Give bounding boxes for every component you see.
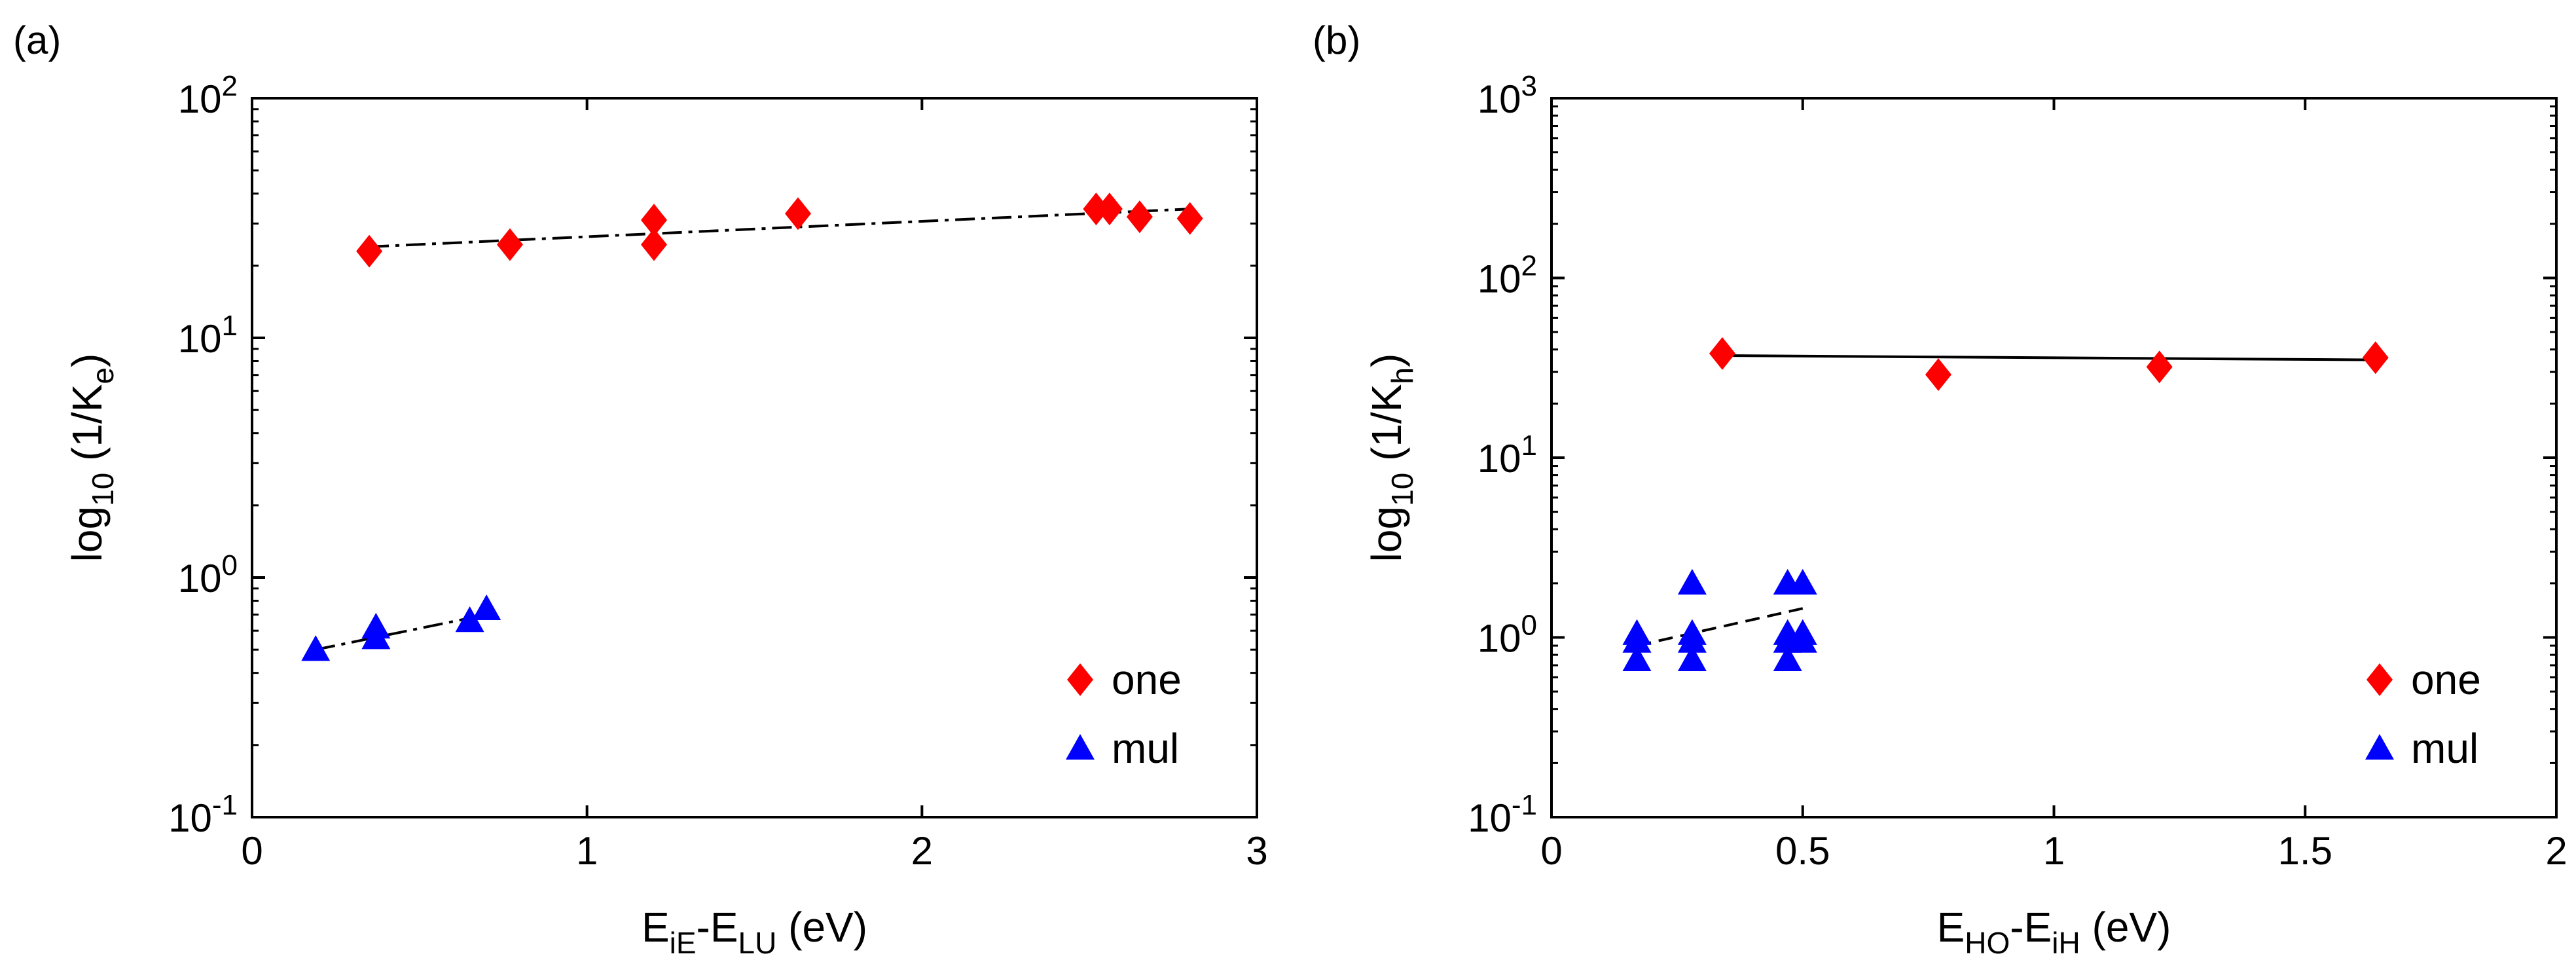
data-point-mul bbox=[1788, 619, 1817, 645]
x-axis-title: EHO-EiH (eV) bbox=[1937, 904, 2171, 960]
y-tick-label: 10-1 bbox=[168, 789, 238, 840]
data-point-mul bbox=[455, 606, 484, 633]
y-tick-label: 101 bbox=[178, 310, 238, 361]
x-axis-title: EiE-ELU (eV) bbox=[642, 904, 867, 960]
y-tick-label: 103 bbox=[1478, 70, 1537, 121]
legend-marker-mul bbox=[1066, 734, 1095, 760]
panel-label: (a) bbox=[13, 18, 61, 62]
y-tick-label: 100 bbox=[178, 549, 238, 600]
fit-line-one-fit bbox=[369, 208, 1190, 248]
data-point-one bbox=[785, 197, 812, 230]
x-tick-label: 2 bbox=[2545, 829, 2567, 873]
data-point-one bbox=[1176, 202, 1203, 235]
x-tick-label: 1.5 bbox=[2278, 829, 2332, 873]
y-tick-label: 102 bbox=[1478, 250, 1537, 301]
axes-frame bbox=[251, 97, 1258, 818]
x-tick-label: 3 bbox=[1246, 829, 1267, 873]
x-tick-label: 0 bbox=[241, 829, 263, 873]
legend-marker-one bbox=[1067, 663, 1093, 696]
chart-panel-b: (b) 0 0.5 1 1.5 2 10-1 100 101 102 103 EHO-EiH (eV)… bbox=[1313, 18, 2567, 960]
data-point-one bbox=[2146, 350, 2173, 384]
data-point-one bbox=[641, 204, 667, 237]
data-point-mul bbox=[472, 594, 501, 621]
y-axis-title: log10 (1/Kh) bbox=[1363, 354, 1419, 562]
fit-line-one-fit bbox=[1722, 354, 2376, 361]
data-point-one bbox=[1096, 193, 1123, 226]
data-point-one bbox=[496, 228, 523, 261]
legend-marker-mul bbox=[2365, 734, 2394, 760]
y-tick-label: 102 bbox=[178, 70, 238, 121]
y-tick-label: 100 bbox=[1478, 610, 1537, 661]
data-point-mul bbox=[361, 612, 391, 639]
x-tick-label: 0.5 bbox=[1775, 829, 1830, 873]
data-point-mul bbox=[1677, 619, 1707, 645]
x-tick-label: 1 bbox=[576, 829, 598, 873]
y-axis-title: log10 (1/Ke) bbox=[63, 354, 120, 562]
data-point-mul bbox=[1677, 645, 1707, 671]
legend-label-one: one bbox=[2411, 656, 2481, 703]
x-tick-label: 0 bbox=[1540, 829, 1562, 873]
x-tick-label: 2 bbox=[911, 829, 933, 873]
fit-line-mul-fit bbox=[315, 613, 487, 652]
panel-label: (b) bbox=[1313, 18, 1360, 62]
y-tick-label: 101 bbox=[1478, 430, 1537, 481]
data-point-mul bbox=[301, 635, 331, 661]
fit-line-mul-fit bbox=[1637, 607, 1804, 648]
data-point-mul bbox=[1677, 568, 1707, 595]
axes-frame bbox=[1550, 97, 2558, 818]
x-tick-label: 1 bbox=[2043, 829, 2065, 873]
legend-label-one: one bbox=[1112, 656, 1182, 703]
data-point-mul bbox=[1788, 568, 1817, 595]
chart-panel-a: (a) 0 1 2 3 10-1 100 101 102 EiE-ELU (eV) log10 (1… bbox=[13, 18, 1268, 960]
data-point-mul bbox=[1773, 645, 1802, 671]
data-point-one bbox=[356, 234, 383, 268]
y-tick-label: 10-1 bbox=[1468, 789, 1537, 840]
data-point-one bbox=[2362, 341, 2389, 375]
data-point-one bbox=[1126, 200, 1153, 234]
data-point-one bbox=[1925, 358, 1951, 392]
legend-label-mul: mul bbox=[2411, 725, 2478, 772]
data-point-one bbox=[1709, 337, 1735, 370]
data-point-mul bbox=[1622, 645, 1652, 671]
data-point-mul bbox=[1622, 619, 1652, 645]
data-point-one bbox=[641, 228, 667, 261]
legend-marker-one bbox=[2367, 663, 2393, 696]
legend-label-mul: mul bbox=[1112, 725, 1179, 772]
data-point-one bbox=[1083, 193, 1110, 226]
